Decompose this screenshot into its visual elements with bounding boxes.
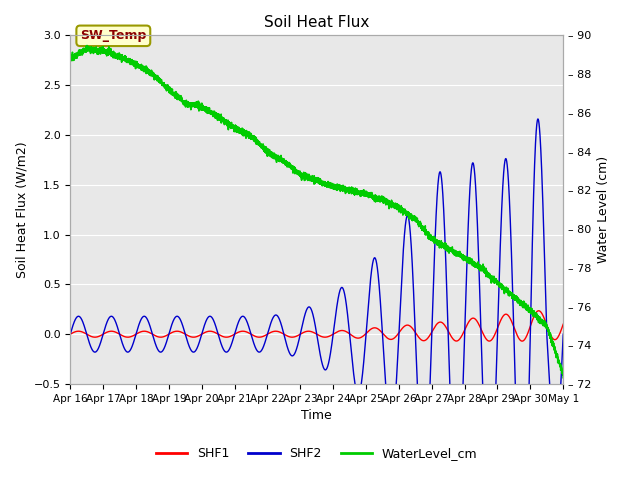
WaterLevel_cm	[435, 241, 442, 247]
SHF1	[255, 334, 262, 340]
SHF2	[387, 427, 395, 432]
Title: Soil Heat Flux: Soil Heat Flux	[264, 15, 369, 30]
SHF1	[387, 336, 395, 342]
WaterLevel_cm	[67, 56, 74, 62]
SHF1	[67, 331, 74, 337]
SHF1	[434, 320, 442, 326]
SHF2	[534, 116, 542, 122]
SHF1	[472, 316, 479, 322]
Line: SHF2: SHF2	[70, 119, 563, 480]
X-axis label: Time: Time	[301, 409, 332, 422]
SHF1	[362, 331, 370, 336]
SHF2	[559, 331, 567, 337]
WaterLevel_cm	[387, 201, 395, 207]
SHF2	[156, 349, 164, 355]
WaterLevel_cm	[472, 263, 479, 269]
SHF2	[472, 182, 479, 188]
Line: SHF1: SHF1	[70, 311, 563, 341]
WaterLevel_cm	[255, 140, 262, 146]
SHF1	[559, 321, 567, 327]
Y-axis label: Soil Heat Flux (W/m2): Soil Heat Flux (W/m2)	[15, 141, 28, 278]
WaterLevel_cm	[83, 43, 91, 48]
Line: WaterLevel_cm: WaterLevel_cm	[70, 46, 563, 378]
Y-axis label: Water Level (cm): Water Level (cm)	[597, 156, 610, 263]
WaterLevel_cm	[559, 375, 567, 381]
SHF2	[255, 349, 262, 355]
Text: SW_Temp: SW_Temp	[80, 29, 147, 42]
WaterLevel_cm	[156, 78, 164, 84]
Legend: SHF1, SHF2, WaterLevel_cm: SHF1, SHF2, WaterLevel_cm	[151, 442, 483, 465]
SHF1	[156, 334, 164, 340]
SHF2	[67, 331, 74, 337]
SHF1	[518, 338, 526, 344]
SHF2	[362, 333, 370, 339]
SHF1	[535, 308, 543, 313]
WaterLevel_cm	[362, 188, 370, 194]
SHF2	[434, 180, 442, 186]
